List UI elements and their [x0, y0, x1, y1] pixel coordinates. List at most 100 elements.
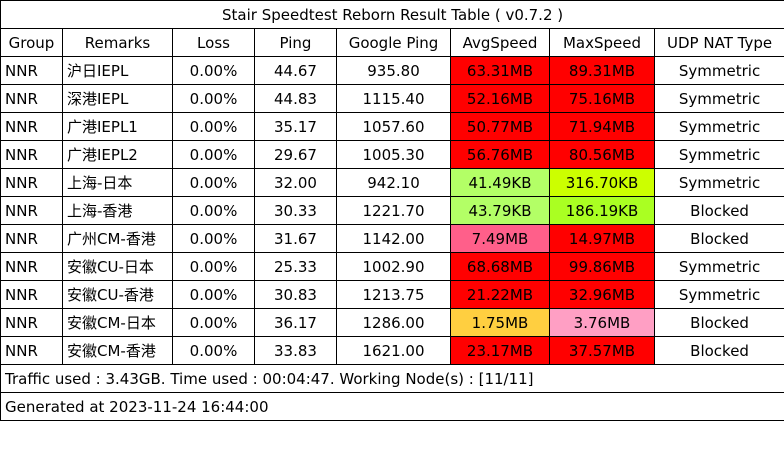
table-row: NNR 安徽CU-香港 0.00% 30.83 1213.75 21.22MB 32.96M… — [0, 280, 784, 309]
cell-ping: 30.83 — [254, 280, 337, 309]
table-row: NNR 上海-香港 0.00% 30.33 1221.70 43.79KB 186.19KB… — [0, 196, 784, 225]
cell-group: NNR — [0, 252, 63, 281]
cell-google-ping: 942.10 — [336, 168, 451, 197]
cell-max-speed: 71.94MB — [549, 112, 655, 141]
cell-avg-speed: 7.49MB — [450, 224, 550, 253]
table-row: NNR 广港IEPL1 0.00% 35.17 1057.60 50.77MB 71.94M… — [0, 112, 784, 141]
cell-udp-nat-type: Symmetric — [653, 168, 784, 197]
cell-ping: 32.00 — [254, 168, 337, 197]
table-row: NNR 广州CM-香港 0.00% 31.67 1142.00 7.49MB 14.97MB… — [0, 224, 784, 253]
cell-udp-nat-type: Symmetric — [653, 56, 784, 85]
cell-udp-nat-type: Symmetric — [653, 84, 784, 113]
cell-ping: 44.83 — [254, 84, 337, 113]
cell-avg-speed: 1.75MB — [450, 308, 550, 337]
cell-remarks: 广州CM-香港 — [62, 224, 173, 253]
traffic-summary: Traffic used : 3.43GB. Time used : 00:04… — [0, 364, 784, 393]
cell-loss: 0.00% — [172, 308, 255, 337]
cell-loss: 0.00% — [172, 280, 255, 309]
header-avg-speed: AvgSpeed — [450, 28, 550, 57]
cell-udp-nat-type: Symmetric — [653, 280, 784, 309]
cell-google-ping: 1142.00 — [336, 224, 451, 253]
header-udp-nat-type: UDP NAT Type — [653, 28, 784, 57]
table-row: NNR 安徽CM-香港 0.00% 33.83 1621.00 23.17MB 37.57M… — [0, 336, 784, 365]
cell-avg-speed: 63.31MB — [450, 56, 550, 85]
cell-avg-speed: 41.49KB — [450, 168, 550, 197]
generated-timestamp: Generated at 2023-11-24 16:44:00 — [0, 392, 784, 421]
cell-loss: 0.00% — [172, 196, 255, 225]
footer-generated-row: Generated at 2023-11-24 16:44:00 — [0, 392, 784, 421]
cell-ping: 36.17 — [254, 308, 337, 337]
cell-loss: 0.00% — [172, 140, 255, 169]
cell-group: NNR — [0, 168, 63, 197]
table-row: NNR 安徽CU-日本 0.00% 25.33 1002.90 68.68MB 99.86M… — [0, 252, 784, 281]
cell-google-ping: 1286.00 — [336, 308, 451, 337]
cell-google-ping: 1005.30 — [336, 140, 451, 169]
cell-remarks: 安徽CM-香港 — [62, 336, 173, 365]
cell-udp-nat-type: Symmetric — [653, 252, 784, 281]
cell-google-ping: 1221.70 — [336, 196, 451, 225]
cell-max-speed: 37.57MB — [549, 336, 655, 365]
cell-group: NNR — [0, 336, 63, 365]
cell-avg-speed: 50.77MB — [450, 112, 550, 141]
cell-max-speed: 75.16MB — [549, 84, 655, 113]
header-group: Group — [0, 28, 63, 57]
cell-group: NNR — [0, 140, 63, 169]
cell-udp-nat-type: Symmetric — [653, 140, 784, 169]
cell-ping: 44.67 — [254, 56, 337, 85]
cell-loss: 0.00% — [172, 84, 255, 113]
cell-ping: 31.67 — [254, 224, 337, 253]
cell-remarks: 广港IEPL2 — [62, 140, 173, 169]
cell-max-speed: 316.70KB — [549, 168, 655, 197]
cell-group: NNR — [0, 224, 63, 253]
header-loss: Loss — [172, 28, 255, 57]
cell-loss: 0.00% — [172, 112, 255, 141]
cell-ping: 33.83 — [254, 336, 337, 365]
cell-remarks: 上海-香港 — [62, 196, 173, 225]
header-google-ping: Google Ping — [336, 28, 451, 57]
table-row: NNR 深港IEPL 0.00% 44.83 1115.40 52.16MB 75.16MB… — [0, 84, 784, 113]
cell-loss: 0.00% — [172, 168, 255, 197]
cell-google-ping: 1002.90 — [336, 252, 451, 281]
table-row: NNR 沪日IEPL 0.00% 44.67 935.80 63.31MB 89.31MB S… — [0, 56, 784, 85]
cell-loss: 0.00% — [172, 252, 255, 281]
cell-max-speed: 32.96MB — [549, 280, 655, 309]
cell-remarks: 深港IEPL — [62, 84, 173, 113]
table-row: NNR 广港IEPL2 0.00% 29.67 1005.30 56.76MB 80.56M… — [0, 140, 784, 169]
cell-remarks: 安徽CU-日本 — [62, 252, 173, 281]
cell-max-speed: 3.76MB — [549, 308, 655, 337]
cell-remarks: 广港IEPL1 — [62, 112, 173, 141]
cell-avg-speed: 68.68MB — [450, 252, 550, 281]
cell-ping: 35.17 — [254, 112, 337, 141]
cell-google-ping: 1621.00 — [336, 336, 451, 365]
cell-ping: 25.33 — [254, 252, 337, 281]
table-title: Stair Speedtest Reborn Result Table ( v0… — [0, 0, 784, 29]
cell-google-ping: 1115.40 — [336, 84, 451, 113]
cell-loss: 0.00% — [172, 336, 255, 365]
cell-udp-nat-type: Blocked — [653, 336, 784, 365]
cell-group: NNR — [0, 308, 63, 337]
cell-ping: 30.33 — [254, 196, 337, 225]
table-row: NNR 安徽CM-日本 0.00% 36.17 1286.00 1.75MB 3.76MB B… — [0, 308, 784, 337]
header-max-speed: MaxSpeed — [549, 28, 655, 57]
cell-google-ping: 1213.75 — [336, 280, 451, 309]
cell-remarks: 安徽CU-香港 — [62, 280, 173, 309]
cell-remarks: 安徽CM-日本 — [62, 308, 173, 337]
cell-avg-speed: 21.22MB — [450, 280, 550, 309]
cell-group: NNR — [0, 280, 63, 309]
cell-max-speed: 80.56MB — [549, 140, 655, 169]
cell-loss: 0.00% — [172, 56, 255, 85]
cell-avg-speed: 43.79KB — [450, 196, 550, 225]
cell-ping: 29.67 — [254, 140, 337, 169]
cell-max-speed: 89.31MB — [549, 56, 655, 85]
cell-google-ping: 935.80 — [336, 56, 451, 85]
cell-avg-speed: 23.17MB — [450, 336, 550, 365]
cell-udp-nat-type: Blocked — [653, 308, 784, 337]
cell-remarks: 上海-日本 — [62, 168, 173, 197]
table-row: NNR 上海-日本 0.00% 32.00 942.10 41.49KB 316.70KB S… — [0, 168, 784, 197]
header-remarks: Remarks — [62, 28, 173, 57]
cell-max-speed: 14.97MB — [549, 224, 655, 253]
cell-remarks: 沪日IEPL — [62, 56, 173, 85]
cell-udp-nat-type: Blocked — [653, 224, 784, 253]
header-row: Group Remarks Loss Ping Google Ping AvgS… — [0, 28, 784, 57]
cell-avg-speed: 52.16MB — [450, 84, 550, 113]
